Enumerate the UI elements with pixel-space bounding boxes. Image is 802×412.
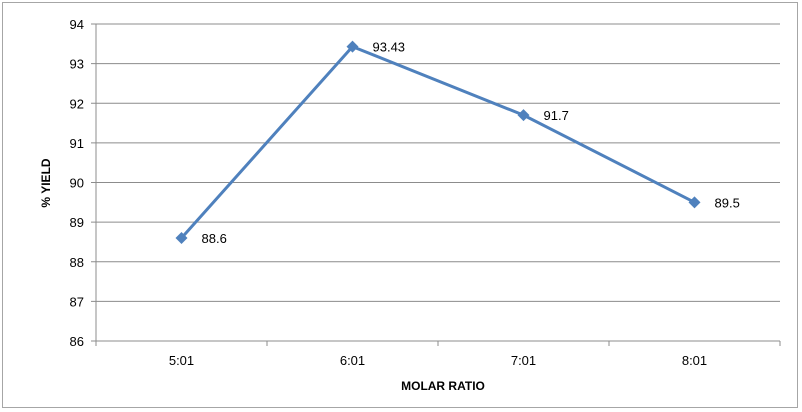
data-label: 89.5 [715, 195, 740, 210]
y-tick-label: 93 [70, 57, 84, 72]
y-tick-labels: 86 87 88 89 90 91 92 93 94 [70, 17, 84, 349]
x-tick-label: 5:01 [169, 353, 194, 368]
y-tick-label: 91 [70, 136, 84, 151]
y-tick-label: 89 [70, 215, 84, 230]
axes [95, 24, 780, 342]
data-point-marker [346, 40, 359, 53]
x-tick-labels: 5:01 6:01 7:01 8:01 [169, 353, 707, 368]
x-axis-title: MOLAR RATIO [401, 379, 485, 393]
gridlines [91, 23, 781, 346]
x-tick-label: 7:01 [511, 353, 536, 368]
y-tick-label: 90 [70, 176, 84, 191]
x-tick-label: 6:01 [340, 353, 365, 368]
data-label: 93.43 [373, 40, 406, 55]
data-point-markers [175, 40, 701, 244]
data-point-marker [175, 231, 188, 244]
data-point-marker [517, 109, 530, 122]
data-label: 88.6 [202, 231, 227, 246]
data-label: 91.7 [544, 108, 569, 123]
y-tick-label: 87 [70, 294, 84, 309]
y-axis-title: % YIELD [39, 158, 53, 207]
y-tick-label: 88 [70, 255, 84, 270]
data-point-marker [688, 196, 701, 209]
series-line-yield [180, 45, 696, 239]
x-tick-label: 8:01 [682, 353, 707, 368]
chart-frame [2, 2, 798, 408]
series [180, 45, 696, 239]
y-tick-label: 92 [70, 96, 84, 111]
data-labels: 88.6 93.43 91.7 89.5 [202, 40, 740, 246]
y-tick-label: 86 [70, 334, 84, 349]
y-tick-label: 94 [70, 17, 84, 32]
